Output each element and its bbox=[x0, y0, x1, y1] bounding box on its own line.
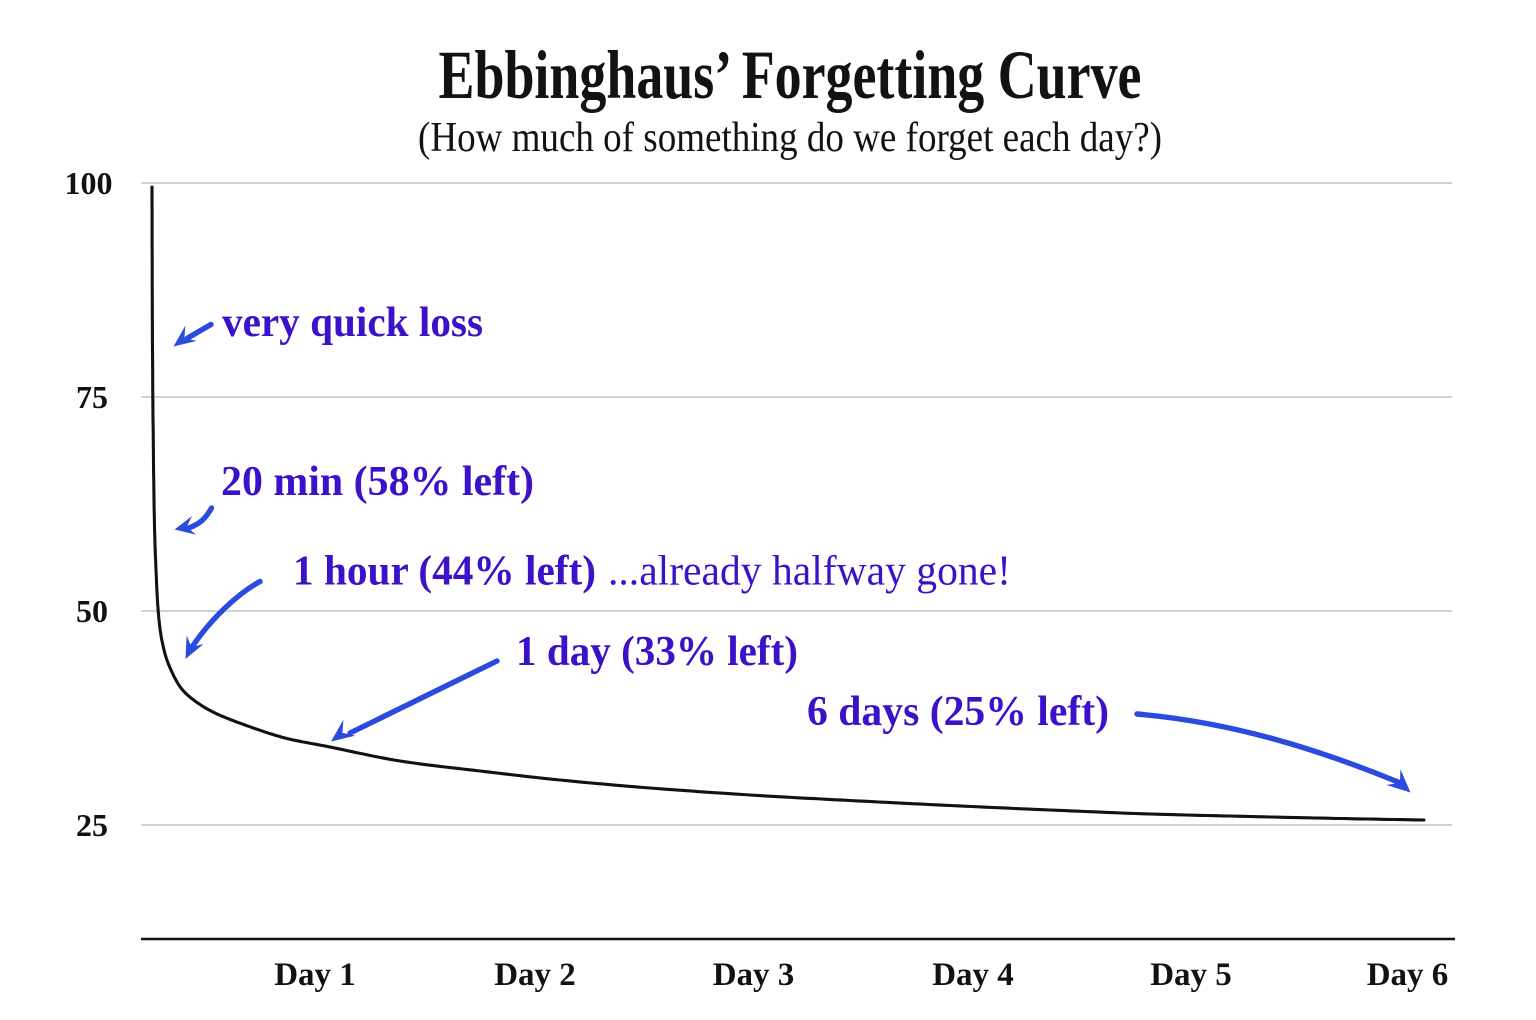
svg-text:Day 2: Day 2 bbox=[494, 957, 576, 993]
svg-text:75: 75 bbox=[76, 379, 108, 415]
svg-text:50: 50 bbox=[76, 593, 108, 629]
svg-text:Ebbinghaus’ Forgetting Curve: Ebbinghaus’ Forgetting Curve bbox=[439, 37, 1142, 113]
svg-text:very quick loss: very quick loss bbox=[222, 300, 483, 346]
svg-text:1 day (33% left): 1 day (33% left) bbox=[516, 629, 798, 675]
svg-text:1 hour (44% left): 1 hour (44% left) bbox=[293, 549, 596, 595]
svg-text:...already halfway gone!: ...already halfway gone! bbox=[608, 549, 1011, 595]
svg-text:Day 5: Day 5 bbox=[1150, 957, 1232, 993]
svg-text:25: 25 bbox=[76, 807, 108, 843]
svg-text:Day 3: Day 3 bbox=[713, 957, 795, 993]
svg-text:6 days (25% left): 6 days (25% left) bbox=[807, 689, 1109, 735]
svg-text:100: 100 bbox=[65, 165, 113, 201]
svg-text:Day 4: Day 4 bbox=[932, 957, 1014, 993]
svg-text:Day 1: Day 1 bbox=[274, 957, 356, 993]
svg-text:Day 6: Day 6 bbox=[1367, 957, 1449, 993]
svg-text:(How much of something do we f: (How much of something do we forget each… bbox=[418, 115, 1162, 161]
svg-text:20 min (58% left): 20 min (58% left) bbox=[221, 459, 534, 505]
